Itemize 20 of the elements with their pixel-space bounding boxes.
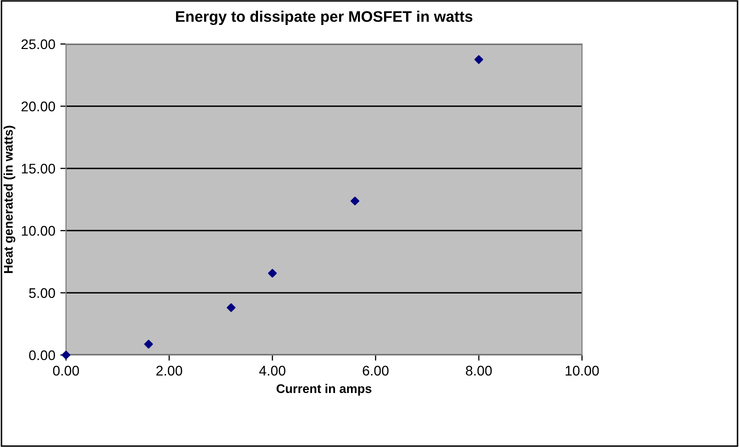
point [474,55,484,64]
x-tick-label: 10.00 [566,366,599,376]
point [144,340,153,349]
point [350,196,360,206]
x-tick-label: 0.00 [53,366,79,376]
y-axis-title: Heat generated (in watts) [4,126,16,273]
x-tick-label: 6.00 [362,366,389,376]
y-tick-label: 20.00 [22,102,56,112]
y-tick-label: 10.00 [22,226,56,236]
x-tick-label: 4.00 [259,366,286,376]
point [268,268,277,278]
y-tick-label: 15.00 [22,164,56,174]
chart-title: Energy to dissipate per MOSFET in watts [176,10,472,26]
y-tick-label: 0.00 [29,350,56,360]
x-axis-title: Current in amps [276,384,372,396]
x-tick-label: 2.00 [156,366,182,376]
y-tick-label: 5.00 [29,288,56,298]
y-tick-label: 25.00 [22,39,56,50]
point [226,303,236,312]
x-tick-label: 8.00 [466,366,492,376]
